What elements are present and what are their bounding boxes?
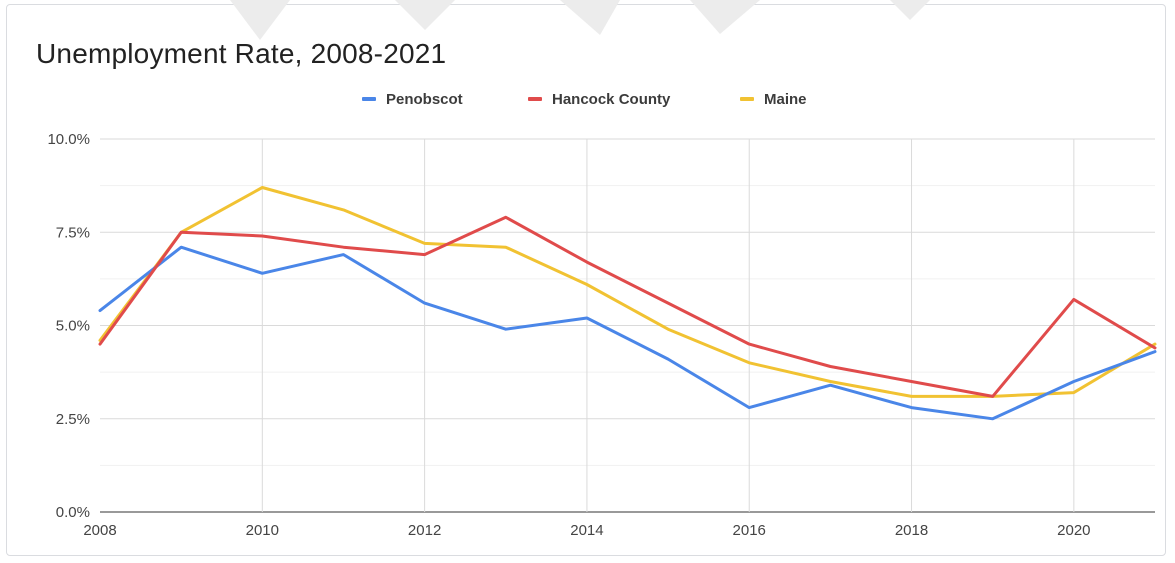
legend-item-maine[interactable]: Maine [740, 88, 807, 110]
chart-frame [6, 4, 1166, 556]
series-layer [98, 186, 1157, 421]
chart-title: Unemployment Rate, 2008-2021 [36, 38, 447, 69]
x-tick-label: 2012 [408, 522, 441, 539]
x-tick-label: 2016 [733, 522, 766, 539]
legend-label-hancock-county: Hancock County [552, 90, 671, 108]
legend-item-hancock-county[interactable]: Hancock County [528, 88, 670, 110]
legend: Penobscot Hancock County Maine [0, 88, 1175, 110]
legend-swatch-penobscot [362, 97, 376, 101]
legend-item-penobscot[interactable]: Penobscot [362, 88, 463, 110]
legend-label-penobscot: Penobscot [386, 90, 463, 108]
x-tick-label: 2018 [895, 522, 928, 539]
y-tick-label: 10.0% [47, 131, 90, 148]
grid-layer [100, 138, 1155, 513]
legend-label-maine: Maine [764, 90, 807, 108]
x-tick-label: 2020 [1057, 522, 1090, 539]
y-tick-label: 7.5% [56, 224, 90, 241]
series-line-penobscot [98, 245, 1157, 421]
axis-labels-layer: 0.0% 2.5% 5.0% 7.5% 10.0% 2008 2010 2012 2014 201… [47, 131, 1090, 539]
x-tick-label: 2010 [246, 522, 279, 539]
y-tick-label: 2.5% [56, 411, 90, 428]
y-tick-label: 5.0% [56, 318, 90, 335]
series-line-hancock-county [98, 215, 1157, 398]
legend-swatch-hancock-county [528, 97, 542, 101]
x-tick-label: 2008 [83, 522, 116, 539]
x-tick-label: 2014 [570, 522, 603, 539]
y-tick-label: 0.0% [56, 504, 90, 521]
series-line-maine [98, 186, 1157, 398]
legend-swatch-maine [740, 97, 754, 101]
